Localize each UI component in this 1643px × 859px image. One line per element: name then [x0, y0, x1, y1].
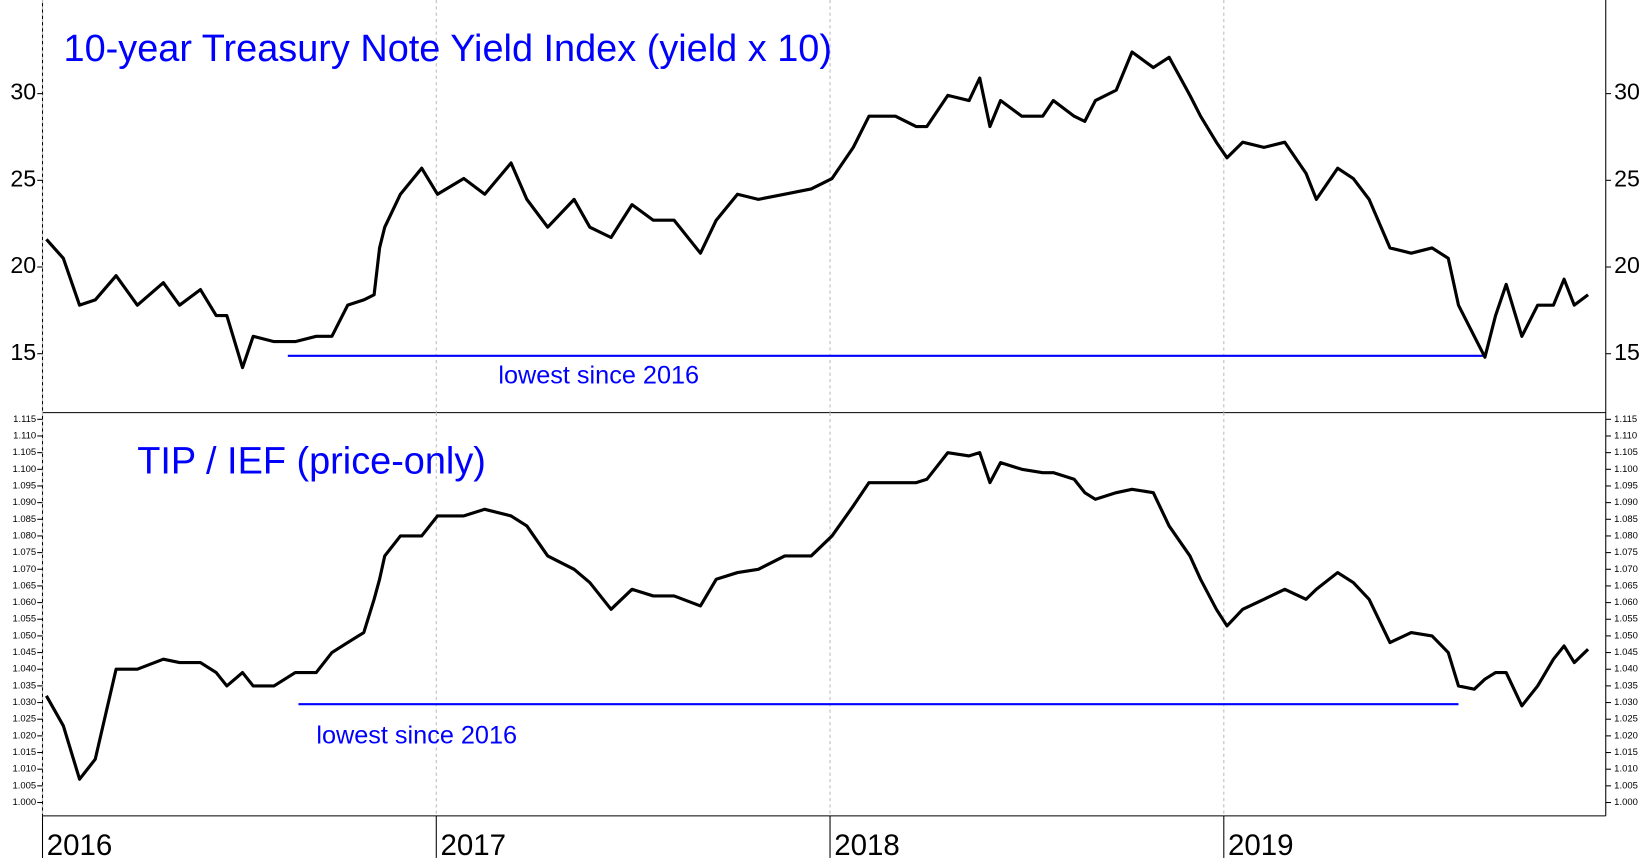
y-tick-label: 20 [10, 252, 36, 278]
y-tick-label: 20 [1614, 252, 1640, 278]
y-tick-label: 1.000 [12, 797, 36, 808]
y-tick-label: 1.095 [1614, 480, 1638, 491]
y-tick-label: 1.110 [1614, 430, 1637, 441]
y-tick-label: 1.100 [12, 464, 36, 475]
y-tick-label: 1.050 [1614, 630, 1638, 641]
data-line [45, 50, 1590, 370]
y-tick-label: 1.080 [12, 530, 36, 541]
y-tick-label: 1.045 [1614, 647, 1638, 658]
y-tick-label: 1.045 [12, 647, 36, 658]
y-tick-label: 1.005 [1614, 780, 1638, 791]
chart-title: 10-year Treasury Note Yield Index (yield… [64, 28, 832, 70]
y-tick-label: 1.090 [1614, 497, 1638, 508]
y-tick-label: 1.085 [1614, 514, 1638, 525]
x-tick-label: 2016 [47, 829, 113, 859]
y-tick-label: 1.065 [12, 580, 36, 591]
data-line [45, 451, 1590, 781]
y-tick-label: 1.055 [1614, 614, 1638, 625]
y-tick-label: 1.040 [1614, 664, 1638, 675]
x-tick-label: 2019 [1228, 829, 1294, 859]
y-tick-label: 1.100 [1614, 464, 1638, 475]
y-tick-label: 1.085 [12, 514, 36, 525]
y-tick-label: 1.020 [1614, 730, 1638, 741]
y-tick-label: 1.105 [12, 447, 36, 458]
y-tick-label: 25 [1614, 165, 1640, 191]
y-tick-label: 1.000 [1614, 797, 1638, 808]
y-tick-label: 1.010 [12, 764, 36, 775]
annotation: lowest since 2016 [316, 722, 517, 750]
y-tick-label: 1.075 [12, 547, 36, 558]
y-tick-label: 30 [1614, 79, 1640, 105]
chart-title: TIP / IEF (price-only) [137, 441, 486, 483]
y-tick-label: 1.115 [1614, 414, 1637, 425]
y-tick-label: 1.015 [12, 747, 36, 758]
y-tick-label: 1.035 [1614, 680, 1638, 691]
y-tick-label: 1.015 [1614, 747, 1638, 758]
y-tick-label: 1.065 [1614, 580, 1638, 591]
y-tick-label: 1.060 [12, 597, 36, 608]
x-tick-label: 2017 [440, 829, 506, 859]
y-tick-label: 1.070 [12, 564, 36, 575]
y-tick-label: 15 [1614, 339, 1640, 365]
y-tick-label: 1.025 [1614, 714, 1638, 725]
x-tick-label: 2018 [834, 829, 900, 859]
y-tick-label: 1.040 [12, 664, 36, 675]
y-tick-label: 1.005 [12, 780, 36, 791]
y-tick-label: 1.010 [1614, 764, 1638, 775]
annotation: lowest since 2016 [498, 362, 699, 390]
y-tick-label: 1.060 [1614, 597, 1638, 608]
y-tick-label: 1.105 [1614, 447, 1638, 458]
y-tick-label: 1.055 [12, 614, 36, 625]
y-tick-label: 1.030 [12, 697, 36, 708]
y-tick-label: 1.080 [1614, 530, 1638, 541]
y-tick-label: 1.025 [12, 714, 36, 725]
y-tick-label: 1.020 [12, 730, 36, 741]
y-tick-label: 25 [10, 165, 36, 191]
y-tick-label: 30 [10, 79, 36, 105]
y-tick-label: 1.050 [12, 630, 36, 641]
y-tick-label: 1.075 [1614, 547, 1638, 558]
y-tick-label: 1.115 [13, 414, 36, 425]
y-tick-label: 1.070 [1614, 564, 1638, 575]
y-tick-label: 1.030 [1614, 697, 1638, 708]
y-tick-label: 1.110 [13, 430, 36, 441]
y-tick-label: 1.090 [12, 497, 36, 508]
y-tick-label: 15 [10, 339, 36, 365]
y-tick-label: 1.035 [12, 680, 36, 691]
y-tick-label: 1.095 [12, 480, 36, 491]
